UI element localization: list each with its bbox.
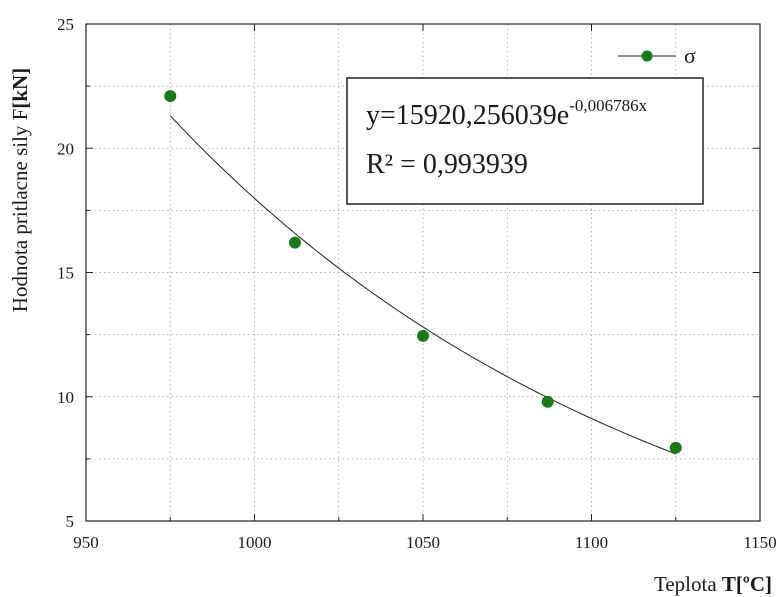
data-point [669, 441, 682, 454]
x-tick-label: 950 [73, 533, 99, 552]
x-tick-label: 1000 [238, 533, 272, 552]
x-axis-title-prefix: Teplota [654, 572, 722, 596]
data-point [288, 236, 301, 249]
y-tick-label: 20 [57, 139, 74, 158]
legend-marker [641, 50, 653, 62]
fit-equation: y=15920,256039e-0,006786x [366, 96, 648, 131]
y-tick-label: 15 [57, 264, 74, 283]
y-axis-title-unit: [kN] [8, 68, 32, 109]
x-axis-title: Teplota T[ºC] [654, 572, 772, 596]
data-point [164, 90, 177, 103]
fit-curve [169, 115, 676, 455]
grid [86, 24, 760, 521]
x-tick-labels: 950 1000 1050 1100 1150 [73, 533, 776, 552]
x-tick-label: 1100 [575, 533, 608, 552]
equation-box-frame [346, 77, 704, 205]
data-point [417, 329, 429, 342]
fit-equation-base: y=15920,256039e [366, 100, 569, 131]
x-axis-title-unit: T[ºC] [722, 572, 772, 596]
fit-equation-exponent: -0,006786x [569, 96, 647, 115]
y-axis-title: Hodnota pritlacne sily F[kN] [8, 68, 32, 312]
equation-box: y=15920,256039e-0,006786x R² = 0,993939 [346, 77, 704, 205]
y-axis-title-prefix: Hodnota pritlacne sily F [8, 109, 32, 313]
y-tick-label: 25 [57, 15, 74, 34]
data-points [164, 90, 682, 454]
data-point [541, 395, 554, 408]
y-tick-label: 5 [66, 512, 75, 531]
x-tick-label: 1050 [406, 533, 440, 552]
fit-r2: R² = 0,993939 [366, 149, 528, 180]
legend: σ [618, 43, 696, 68]
legend-label: σ [684, 43, 696, 68]
x-tick-label: 1150 [743, 533, 776, 552]
y-tick-labels: 5 10 15 20 25 [57, 15, 74, 531]
y-tick-label: 10 [57, 388, 74, 407]
axis-ticks [85, 23, 761, 522]
